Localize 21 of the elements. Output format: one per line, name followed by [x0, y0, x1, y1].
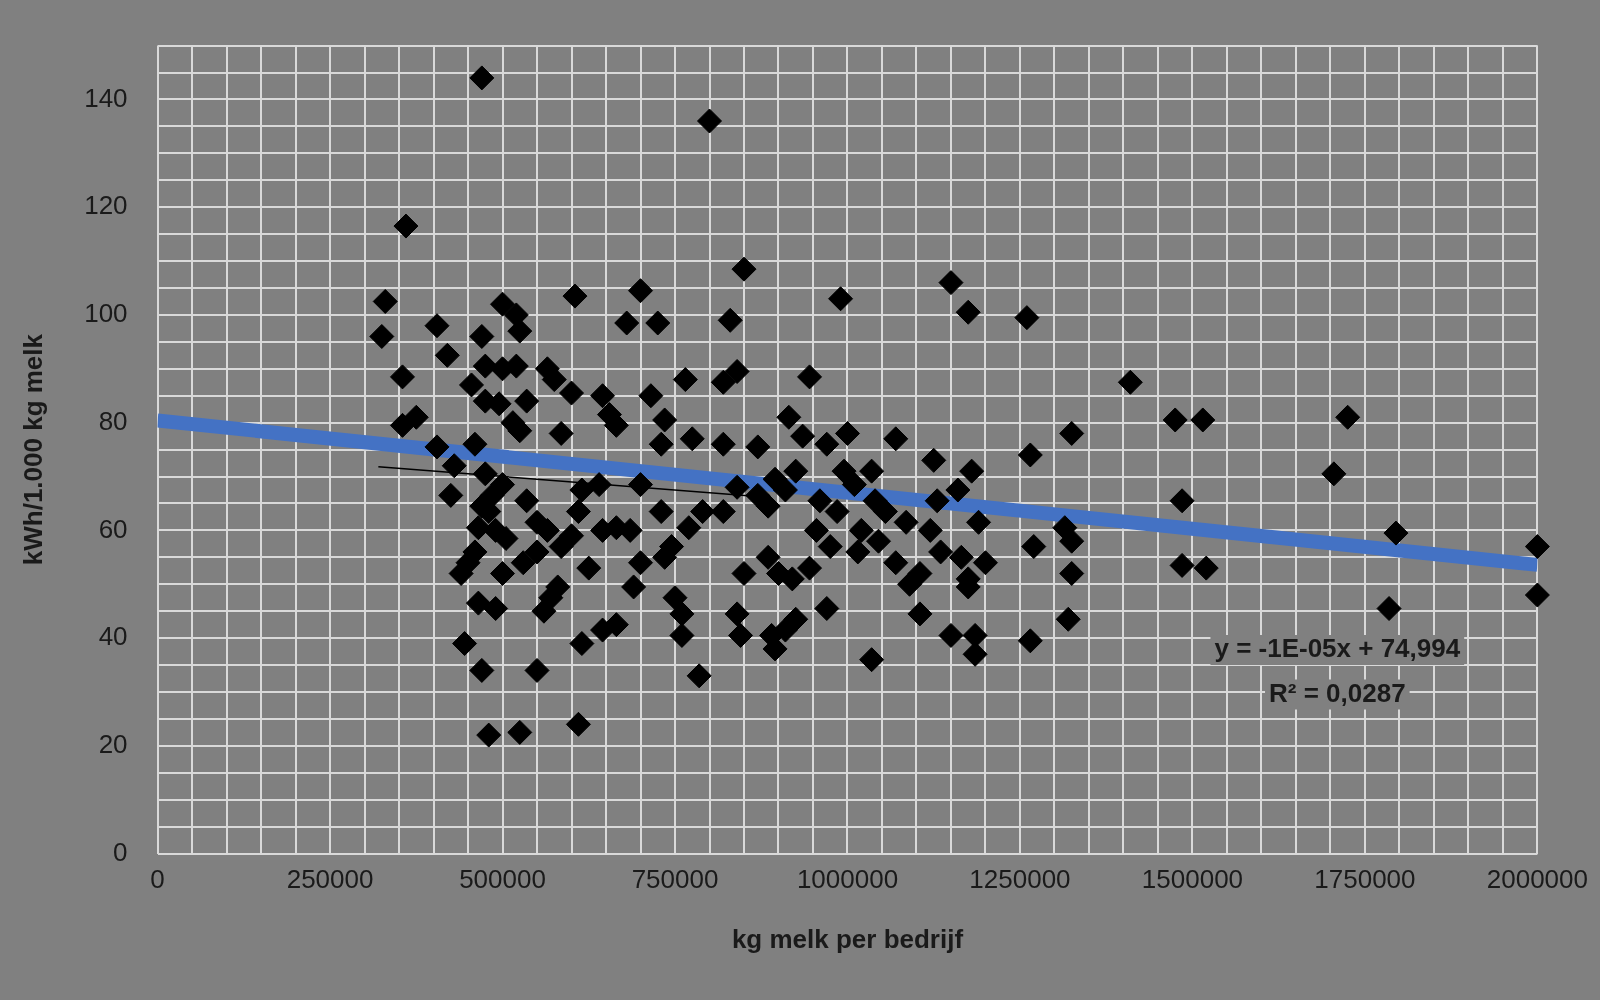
x-tick-label: 2000000 [1486, 864, 1589, 895]
y-tick-label: 100 [84, 298, 128, 329]
x-tick-label: 750000 [631, 864, 719, 895]
y-tick-label: 120 [84, 190, 128, 221]
y-tick-label: 140 [84, 82, 128, 113]
x-tick-label: 1250000 [969, 864, 1071, 895]
x-tick-label: 1750000 [1314, 864, 1416, 895]
y-tick-label: 40 [98, 621, 128, 652]
y-tick-label: 20 [98, 729, 128, 760]
annotation: y = -1E-05x + 74,994 [1214, 633, 1461, 664]
y-tick-label: 80 [98, 405, 128, 436]
y-tick-label: 60 [98, 513, 128, 544]
x-tick-label: 500000 [459, 864, 546, 895]
y-axis-title: kWh/1.000 kg melk [17, 333, 48, 566]
x-tick-label: 1500000 [1141, 864, 1244, 895]
y-tick-label: 0 [113, 836, 128, 867]
x-axis-title: kg melk per bedrijf [731, 923, 964, 954]
x-tick-label: 1000000 [796, 864, 899, 895]
annotation: R² = 0,0287 [1269, 677, 1406, 708]
x-tick-label: 0 [150, 864, 165, 895]
x-tick-label: 250000 [286, 864, 374, 895]
